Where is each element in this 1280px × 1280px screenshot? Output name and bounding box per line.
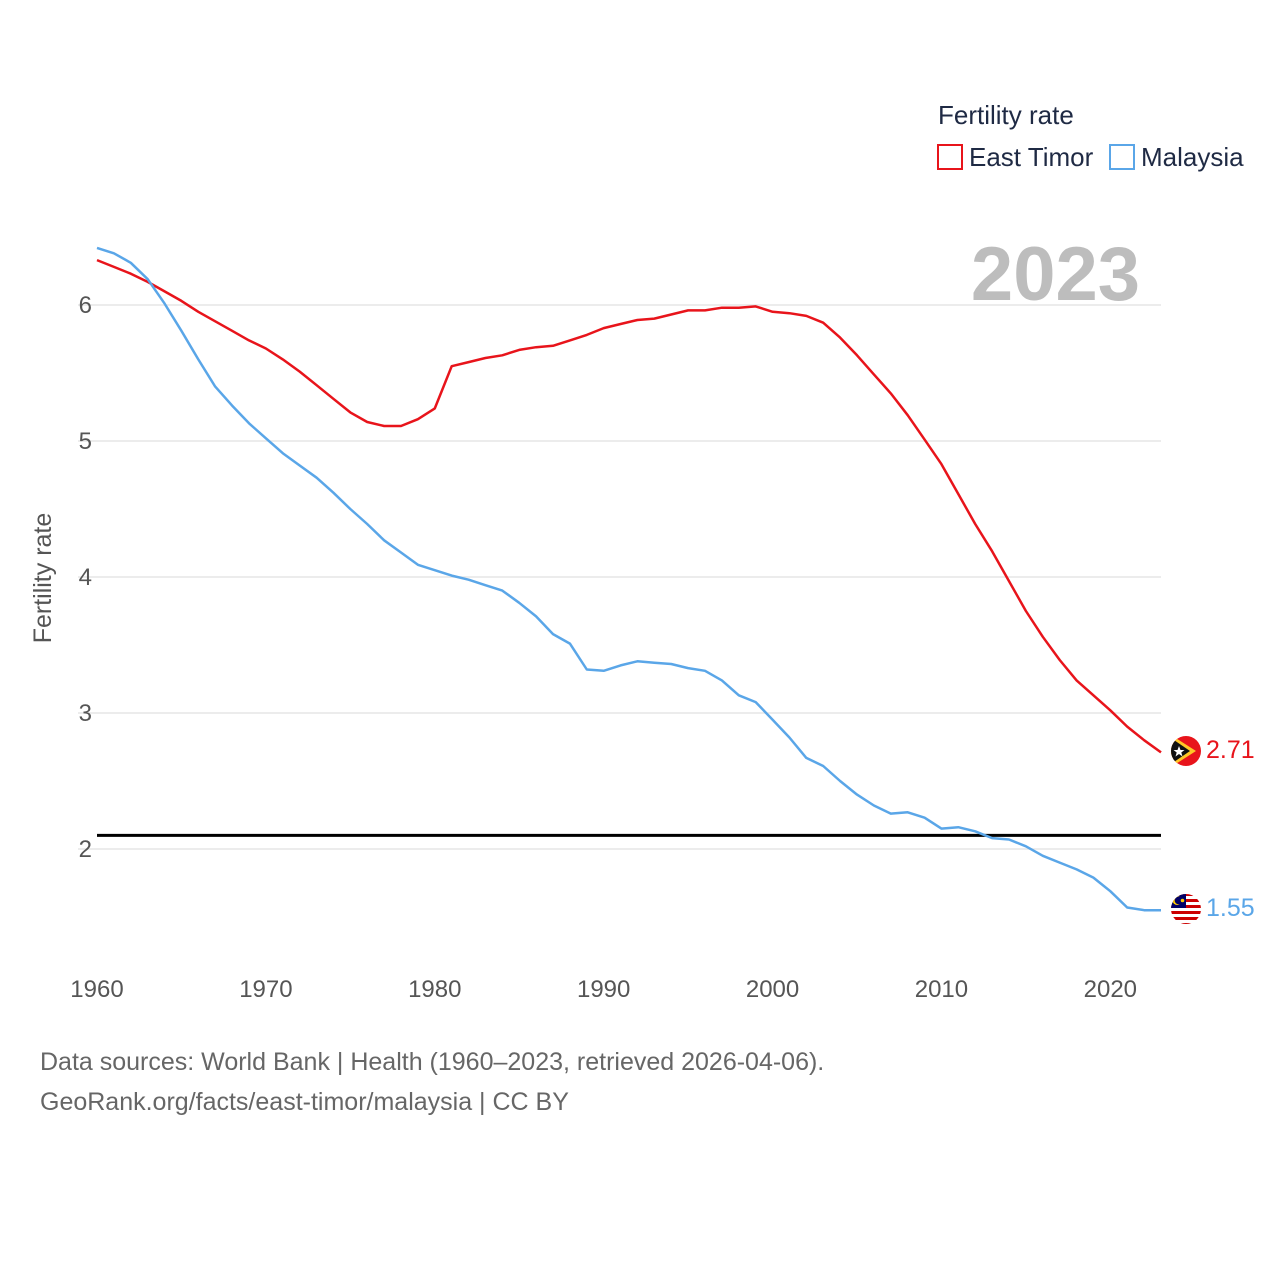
data-sources-text: Data sources: World Bank | Health (1960–… — [40, 1048, 825, 1076]
malaysia-end-value: 1.55 — [1206, 894, 1255, 922]
x-tick-label: 1970 — [239, 976, 292, 1003]
east-timor-flag-icon — [1171, 736, 1201, 766]
y-tick-label: 5 — [79, 428, 92, 455]
x-tick-label: 1980 — [408, 976, 461, 1003]
series-line-malaysia[interactable] — [96, 246, 1161, 912]
x-axis-ticks: 1960 1970 1980 1990 2000 2010 2020 — [70, 976, 1137, 1003]
gridlines — [78, 304, 1161, 850]
y-axis-ticks: 2 3 4 5 6 — [79, 292, 92, 863]
legend-item-east-timor[interactable]: East Timor — [937, 142, 1094, 172]
series-lines — [96, 246, 1162, 912]
series-line-east-timor[interactable] — [96, 258, 1162, 754]
legend-item-malaysia[interactable]: Malaysia — [1109, 142, 1244, 172]
x-tick-label: 1960 — [70, 976, 123, 1003]
y-tick-label: 3 — [79, 700, 92, 727]
legend-label-east-timor: East Timor — [969, 142, 1094, 172]
legend-swatch-east-timor — [937, 144, 963, 170]
legend-label-malaysia: Malaysia — [1141, 142, 1244, 172]
x-tick-label: 2000 — [746, 976, 799, 1003]
y-tick-label: 4 — [79, 564, 92, 591]
malaysia-flag-icon — [1171, 894, 1201, 924]
y-tick-label: 6 — [79, 292, 92, 319]
attribution-text[interactable]: GeoRank.org/facts/east-timor/malaysia | … — [40, 1088, 569, 1116]
x-tick-label: 1990 — [577, 976, 630, 1003]
y-tick-label: 2 — [79, 836, 92, 863]
legend-title: Fertility rate — [938, 100, 1074, 130]
legend[interactable]: Fertility rate East Timor Malaysia — [937, 100, 1244, 172]
x-tick-label: 2020 — [1084, 976, 1137, 1003]
year-label: 2023 — [971, 232, 1140, 317]
east-timor-end-value: 2.71 — [1206, 736, 1255, 764]
legend-swatch-malaysia — [1109, 144, 1135, 170]
x-tick-label: 2010 — [915, 976, 968, 1003]
source-note: Data sources: World Bank | Health (1960–… — [40, 1042, 824, 1122]
fertility-chart: 2 3 4 5 6 1960 1970 1980 1990 2000 2010 2020 Ferti… — [29, 100, 1255, 1003]
y-axis-label: Fertility rate — [29, 513, 57, 644]
